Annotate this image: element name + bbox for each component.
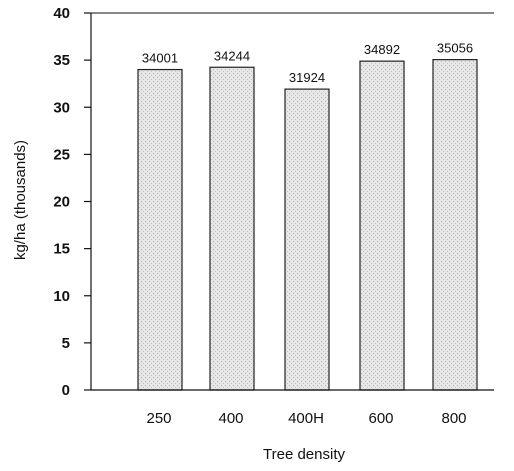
x-tick-label: 600 (368, 410, 393, 427)
bar (284, 88, 330, 391)
y-tick-label: 30 (53, 99, 70, 116)
bar-value-label: 34001 (142, 51, 178, 66)
y-axis-title: kg/ha (thousands) (12, 140, 29, 260)
y-tick-label: 15 (53, 241, 70, 258)
bar (432, 58, 478, 391)
y-tick-label: 25 (53, 146, 70, 163)
bars: 34001 34244 31924 34892 35056 (137, 41, 478, 391)
x-tick-label: 250 (146, 410, 171, 427)
bar (137, 68, 183, 391)
bar-value-label: 31924 (289, 70, 325, 85)
y-tick-label: 0 (62, 382, 70, 399)
y-tick-label: 40 (53, 5, 70, 22)
bar (209, 66, 255, 391)
bar-value-label: 34244 (214, 48, 250, 63)
bar-value-label: 35056 (437, 41, 473, 56)
y-tick-label: 20 (53, 194, 70, 211)
x-tick-label: 400 (218, 410, 243, 427)
x-tick-label: 800 (441, 410, 466, 427)
bar-value-label: 34892 (364, 42, 400, 57)
x-axis-title: Tree density (263, 446, 345, 463)
x-tick-label: 400H (288, 410, 324, 427)
y-tick-label: 35 (53, 52, 70, 69)
bar (359, 60, 405, 391)
x-axis-ticks: 250 400 400H 600 800 (146, 410, 466, 427)
y-axis-ticks: 0 5 10 15 20 25 30 35 40 (53, 5, 91, 399)
y-tick-label: 10 (53, 288, 70, 305)
y-tick-label: 5 (62, 335, 70, 352)
